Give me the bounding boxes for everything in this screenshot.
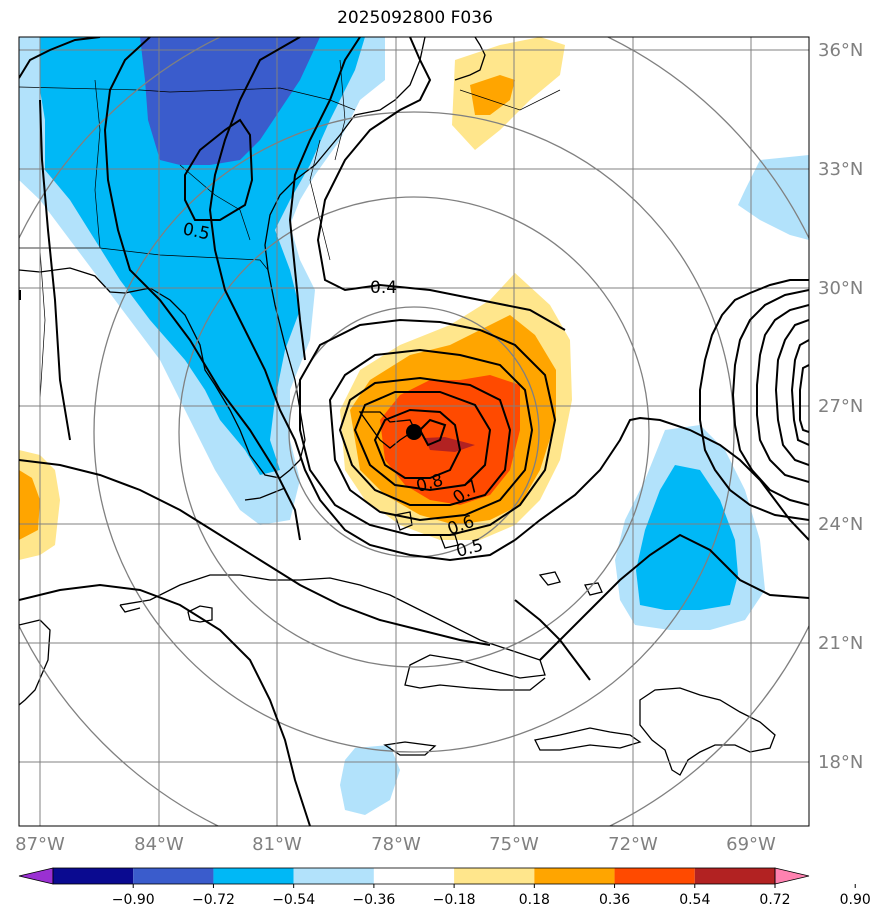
- graticule: [19, 37, 809, 826]
- lat-label-36: 36°N: [818, 40, 863, 61]
- colorbar-segment: [534, 868, 615, 884]
- lat-label-21: 21°N: [818, 633, 863, 654]
- lat-label-30: 30°N: [818, 278, 863, 299]
- colorbar-segment: [293, 868, 374, 884]
- colorbar: [18, 867, 810, 885]
- lon-label-81: 81°W: [252, 834, 302, 855]
- latitude-labels: 36°N 33°N 30°N 27°N 24°N 21°N 18°N: [818, 40, 863, 773]
- lat-label-18: 18°N: [818, 752, 863, 773]
- storm-center-icon: [406, 424, 422, 440]
- lon-label-69: 69°W: [726, 834, 776, 855]
- colorbar-segment: [454, 868, 535, 884]
- colorbar-tick-label: 0.18: [519, 892, 550, 908]
- lat-label-24: 24°N: [818, 514, 863, 535]
- colorbar-segment: [694, 868, 775, 884]
- map-plot-area: [19, 37, 809, 826]
- colorbar-tick-label: −0.72: [192, 892, 235, 908]
- colorbar-tick-label: −0.18: [433, 892, 476, 908]
- colorbar-segment: [53, 868, 134, 884]
- colorbar-segment: [373, 868, 455, 884]
- lon-label-87: 87°W: [15, 834, 65, 855]
- colorbar-tick-label: −0.54: [272, 892, 315, 908]
- lon-label-78: 78°W: [371, 834, 421, 855]
- colorbar-segment: [614, 868, 695, 884]
- colorbar-tick-label: −0.36: [352, 892, 395, 908]
- colorbar-extend-high: [774, 867, 810, 885]
- colorbar-tick-label: −0.90: [112, 892, 155, 908]
- lat-label-27: 27°N: [818, 396, 863, 417]
- map-title: 2025092800 F036: [337, 8, 493, 28]
- lon-label-72: 72°W: [608, 834, 658, 855]
- lon-label-84: 84°W: [134, 834, 184, 855]
- lat-label-33: 33°N: [818, 159, 863, 180]
- colorbar-tick-label: 0.90: [840, 892, 871, 908]
- longitude-labels: 87°W 84°W 81°W 78°W 75°W 72°W 69°W: [15, 834, 776, 855]
- colorbar-segment: [133, 868, 214, 884]
- lon-label-75: 75°W: [489, 834, 539, 855]
- colorbar-tick-label: 0.72: [759, 892, 790, 908]
- colorbar-segment: [213, 868, 294, 884]
- map-frame: [18, 36, 810, 827]
- colorbar-tick-label: 0.36: [599, 892, 630, 908]
- colorbar-tick-label: 0.54: [679, 892, 710, 908]
- probability-contours: [19, 37, 809, 826]
- colorbar-frame: [52, 867, 776, 885]
- contour-label-0.4: 0.4: [370, 278, 397, 298]
- range-rings: [19, 37, 809, 826]
- colorbar-extend-low: [18, 867, 54, 885]
- colorbar-tick-labels: −0.90 −0.72 −0.54 −0.36 −0.18 0.18 0.36 0.54 0.7…: [112, 884, 871, 908]
